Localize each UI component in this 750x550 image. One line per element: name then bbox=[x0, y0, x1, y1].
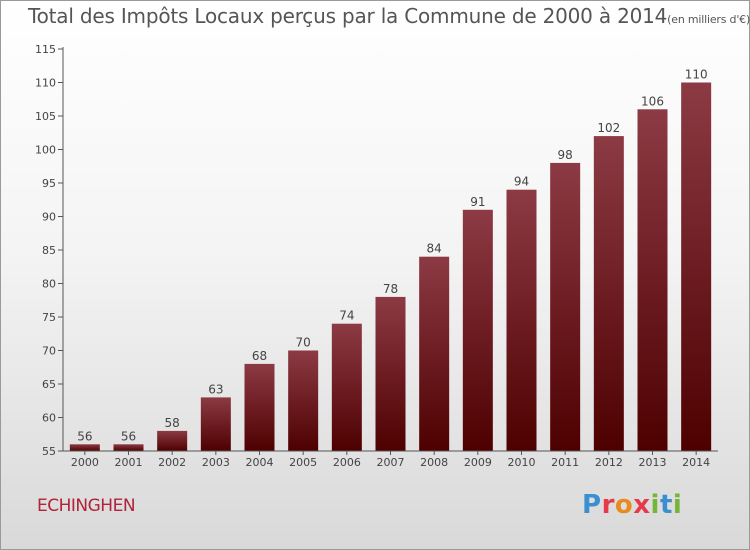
bar-2001 bbox=[113, 444, 144, 451]
x-axis: 2000 2001 2002 2003 2004 2005 2006 2007 2008 2009… bbox=[63, 450, 718, 469]
value-label-2001: 56 bbox=[121, 429, 136, 443]
bar-2006 bbox=[331, 323, 362, 451]
x-tick-label-2014: 2014 bbox=[682, 456, 710, 469]
bar-2002 bbox=[157, 430, 188, 451]
y-tick-label: 95 bbox=[42, 177, 56, 190]
bar-2010 bbox=[506, 189, 537, 451]
bar-2014 bbox=[681, 82, 712, 451]
x-tick-label-2001: 2001 bbox=[115, 456, 143, 469]
x-tick-label-2007: 2007 bbox=[377, 456, 405, 469]
value-label-2002: 58 bbox=[165, 416, 180, 430]
bar-2000 bbox=[69, 444, 100, 451]
title-text: Total des Impôts Locaux perçus par la Co… bbox=[28, 4, 668, 28]
value-label-2012: 102 bbox=[597, 121, 620, 135]
y-tick-label: 75 bbox=[42, 311, 56, 324]
value-label-2000: 56 bbox=[77, 429, 92, 443]
x-tick-label-2003: 2003 bbox=[202, 456, 230, 469]
bar-2003 bbox=[200, 397, 231, 451]
value-label-2008: 84 bbox=[427, 242, 442, 256]
x-tick-label-2009: 2009 bbox=[464, 456, 492, 469]
commune-name: ECHINGHEN bbox=[37, 496, 136, 516]
x-tick-label-2011: 2011 bbox=[551, 456, 579, 469]
y-tick-label: 115 bbox=[35, 43, 56, 56]
y-tick-label: 65 bbox=[42, 378, 56, 391]
bar-2013 bbox=[637, 109, 668, 452]
value-label-2007: 78 bbox=[383, 282, 398, 296]
x-tick-label-2000: 2000 bbox=[71, 456, 99, 469]
x-tick-label-2002: 2002 bbox=[158, 456, 186, 469]
y-tick-label: 90 bbox=[42, 211, 56, 224]
value-label-2004: 68 bbox=[252, 349, 267, 363]
y-tick-label: 110 bbox=[35, 77, 56, 90]
y-tick-label: 70 bbox=[42, 345, 56, 358]
bar-2008 bbox=[419, 256, 450, 451]
bar-2004 bbox=[244, 363, 275, 451]
value-label-2003: 63 bbox=[208, 382, 223, 396]
x-tick-label-2006: 2006 bbox=[333, 456, 361, 469]
value-label-2011: 98 bbox=[558, 148, 573, 162]
value-label-2006: 74 bbox=[339, 309, 354, 323]
value-label-2009: 91 bbox=[470, 195, 485, 209]
x-tick-label-2005: 2005 bbox=[289, 456, 317, 469]
y-tick-label: 60 bbox=[42, 412, 56, 425]
bar-2007 bbox=[375, 296, 406, 451]
proxiti-logo[interactable]: Proxiti bbox=[582, 490, 683, 520]
bars: 56 56 58 63 68 70 74 78 84 91 94 98 102 106 110 bbox=[69, 68, 712, 452]
y-tick-label: 100 bbox=[35, 144, 56, 157]
bar-2009 bbox=[462, 209, 493, 451]
value-label-2010: 94 bbox=[514, 175, 529, 189]
x-tick-label-2008: 2008 bbox=[420, 456, 448, 469]
x-tick-label-2010: 2010 bbox=[508, 456, 536, 469]
title-unit: (en milliers d'€) bbox=[667, 13, 750, 26]
x-tick-label-2013: 2013 bbox=[639, 456, 667, 469]
bar-2011 bbox=[550, 162, 581, 451]
value-label-2013: 106 bbox=[641, 94, 664, 108]
x-tick-label-2012: 2012 bbox=[595, 456, 623, 469]
y-axis: 55 60 65 70 75 80 85 90 95 100 105 110 115 bbox=[35, 43, 64, 458]
bar-2005 bbox=[288, 350, 319, 451]
value-label-2005: 70 bbox=[296, 336, 311, 350]
x-tick-label-2004: 2004 bbox=[246, 456, 274, 469]
chart-title: Total des Impôts Locaux perçus par la Co… bbox=[28, 4, 750, 28]
y-tick-label: 85 bbox=[42, 244, 56, 257]
y-tick-label: 105 bbox=[35, 110, 56, 123]
y-tick-label: 80 bbox=[42, 278, 56, 291]
y-tick-label: 55 bbox=[42, 445, 56, 458]
bar-2012 bbox=[593, 136, 624, 451]
value-label-2014: 110 bbox=[685, 68, 708, 82]
